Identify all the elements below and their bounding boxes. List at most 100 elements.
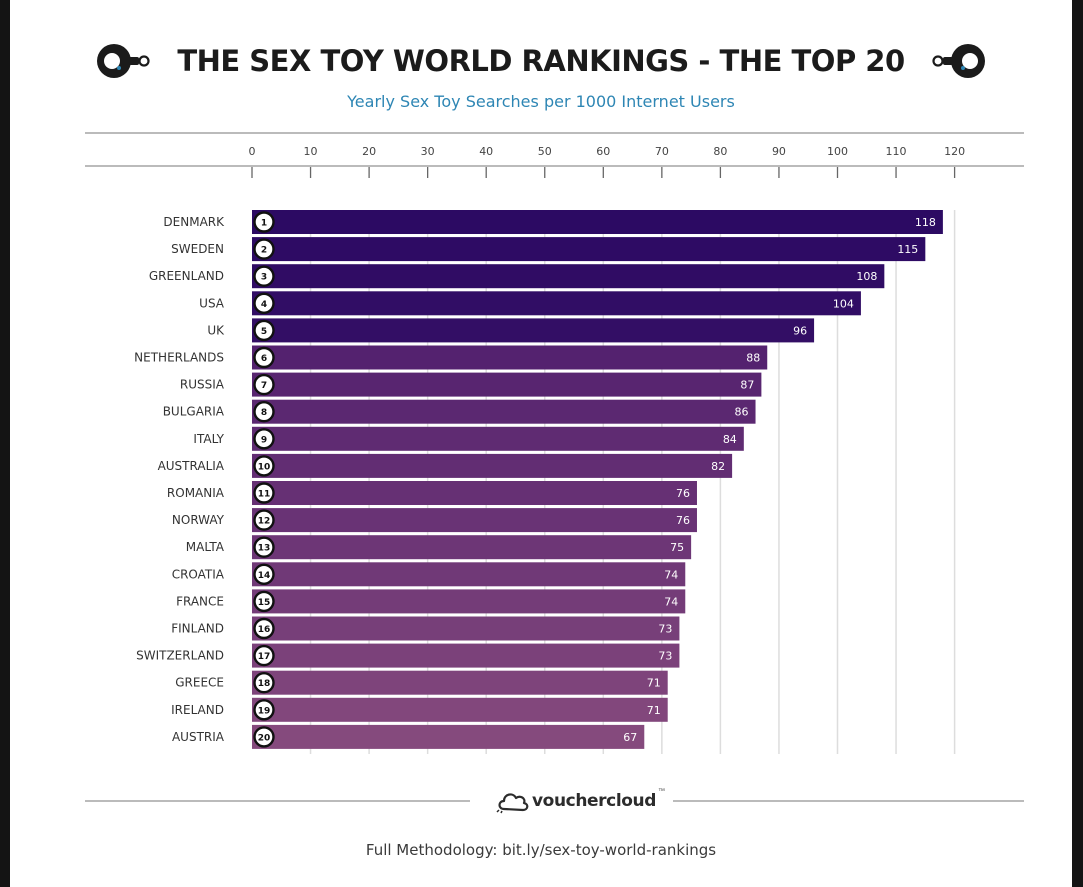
rank-number: 13 [258,544,271,554]
rank-badge [253,726,275,748]
x-tick-label: 30 [421,145,435,158]
country-label: GREECE [175,676,224,690]
country-label: FRANCE [176,594,224,608]
x-tick-label: 50 [538,145,552,158]
bar-value-label: 96 [793,324,807,337]
rank-number: 12 [258,517,271,527]
bar [252,697,668,722]
x-tick-label: 90 [772,145,786,158]
bar [252,643,680,668]
x-tick-label: 120 [944,145,965,158]
bar [252,670,668,695]
rank-badge [253,401,275,423]
bar [252,345,768,370]
bar-value-label: 67 [623,731,637,744]
rank-badge [253,238,275,260]
bar-value-label: 87 [740,379,754,392]
rank-number: 2 [261,246,267,256]
rank-badge [253,265,275,287]
rank-badge [253,211,275,233]
x-tick-label: 40 [479,145,493,158]
rank-badge [253,617,275,640]
bar [252,481,697,505]
infographic: THE SEX TOY WORLD RANKINGS - THE TOP 20 … [10,0,1072,887]
country-label: BULGARIA [163,405,225,419]
country-label: ROMANIA [167,486,225,500]
rank-badge [253,563,275,585]
bar-value-label: 115 [897,243,918,256]
rank-number: 6 [261,354,267,364]
country-label: USA [199,296,225,310]
rank-number: 18 [258,679,271,689]
bar-value-label: 74 [664,568,678,581]
country-label: AUSTRIA [172,730,225,744]
bar [252,264,885,289]
country-label: NETHERLANDS [134,351,224,365]
rank-number: 10 [258,462,271,472]
bar [252,372,762,397]
bar [252,562,686,587]
methodology-link[interactable]: Full Methodology: bit.ly/sex-toy-world-r… [365,841,717,859]
bar [252,399,756,424]
country-label: RUSSIA [180,378,225,392]
rank-badge [253,672,275,694]
chart-title: THE SEX TOY WORLD RANKINGS - THE TOP 20 [177,44,905,78]
rank-number: 1 [261,219,267,229]
bar [252,318,815,343]
rank-badge [253,644,275,667]
bar-value-label: 73 [658,623,672,636]
rank-number: 14 [258,571,271,581]
country-label: UK [207,323,225,337]
bar-value-label: 71 [647,704,661,717]
bar [252,237,926,262]
bar-value-label: 73 [658,650,672,663]
cloud-icon [496,793,529,814]
rank-number: 16 [258,625,271,635]
rank-number: 11 [258,490,271,500]
bar-value-label: 88 [746,352,760,365]
rank-badge [253,428,275,450]
rank-number: 8 [261,408,267,418]
rank-number: 19 [258,706,271,716]
country-label: ITALY [193,432,224,446]
chart-subtitle: Yearly Sex Toy Searches per 1000 Interne… [347,92,735,111]
country-label: MALTA [186,540,225,554]
bar-value-label: 104 [833,297,854,310]
rank-badge [253,699,275,721]
country-label: CROATIA [172,567,225,581]
bar [252,589,686,614]
rank-number: 5 [261,327,267,337]
rank-number: 15 [258,598,271,608]
rank-badge [253,509,275,531]
rank-badge [253,482,275,504]
rank-badge [253,373,275,396]
x-tick-label: 10 [304,145,318,158]
bar-chart: 0 10 20 30 40 50 60 70 80 90 100 110 1201181DENMARK1… [85,132,1024,802]
rank-badge [253,536,275,558]
bar-value-label: 76 [676,487,690,500]
country-label: GREENLAND [149,269,224,283]
bar [252,210,943,234]
rank-badge [253,346,275,369]
bar-value-label: 74 [664,595,678,608]
bar [252,508,697,533]
title-row: THE SEX TOY WORLD RANKINGS - THE TOP 20 [10,38,1072,84]
rank-badge [253,319,275,342]
country-label: SWITZERLAND [136,649,224,663]
country-label: FINLAND [171,622,224,636]
x-tick-label: 60 [596,145,610,158]
country-label: IRELAND [171,703,224,717]
vouchercloud-logo: vouchercloud ™ [496,788,665,814]
rank-number: 7 [261,381,267,391]
rank-number: 3 [261,273,267,283]
rank-badge [253,455,275,477]
bar-value-label: 76 [676,514,690,527]
rank-number: 4 [261,300,267,310]
country-label: SWEDEN [171,242,224,256]
x-tick-label: 70 [655,145,669,158]
country-label: NORWAY [172,513,225,527]
logo-text: vouchercloud [532,791,657,811]
logo-trademark: ™ [658,788,666,795]
bar-value-label: 71 [647,677,661,690]
bar-value-label: 75 [670,541,684,554]
